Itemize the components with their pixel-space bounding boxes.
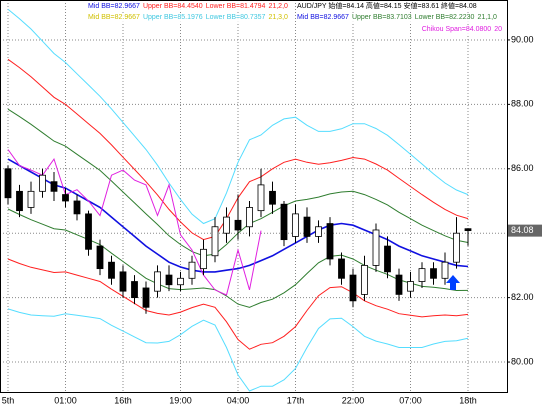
y-tick-label: 90.00 xyxy=(511,34,534,44)
candle-body xyxy=(50,181,58,192)
candle-body xyxy=(407,281,414,292)
candle-body xyxy=(96,245,104,270)
x-tick-label: 18th xyxy=(459,395,477,405)
last-price-box xyxy=(508,224,542,237)
candle-body xyxy=(326,223,334,260)
candle-body xyxy=(257,184,265,212)
x-tick-label: 22:00 xyxy=(342,395,365,405)
grid-layer xyxy=(0,0,507,392)
x-tick-label: 16th xyxy=(114,395,132,405)
indicator-line xyxy=(7,8,469,225)
candle-body xyxy=(131,281,138,299)
candle-body xyxy=(211,226,219,257)
indicator-line xyxy=(7,158,469,273)
candle-body xyxy=(395,274,403,295)
header-segment: 21,1,0 xyxy=(477,14,497,21)
indicator-line xyxy=(7,308,469,392)
candle-body xyxy=(349,274,357,302)
candle-body xyxy=(165,274,173,286)
header-segment: 21,3,0 xyxy=(268,14,288,21)
y-tick-label: 86.00 xyxy=(511,163,534,173)
candle-body xyxy=(108,261,115,279)
header-segment: Mid BB=82.9667 xyxy=(88,3,140,10)
candle-body xyxy=(142,287,150,308)
candle-body xyxy=(384,245,391,273)
candle-body xyxy=(119,271,127,292)
lines-layer xyxy=(7,8,469,392)
y-tick-label: 82.00 xyxy=(511,292,534,302)
candle-body xyxy=(361,265,368,295)
plot-frame xyxy=(0,0,508,393)
signal-arrow xyxy=(446,275,460,290)
indicator-line xyxy=(7,149,262,296)
candle-body xyxy=(200,248,207,270)
candle-body xyxy=(292,213,299,237)
header-segment: Mid BB=82.9667 xyxy=(88,14,140,21)
candle-body xyxy=(73,200,81,215)
y-tick-label: 80.00 xyxy=(511,356,534,366)
candle-body xyxy=(315,226,322,237)
candle-body xyxy=(177,277,184,286)
candle-body xyxy=(280,203,288,241)
x-tick-label: 04:00 xyxy=(227,395,250,405)
last-price-label: 84.08 xyxy=(511,225,534,235)
indicator-line xyxy=(7,258,469,350)
candle-body xyxy=(62,194,69,202)
x-tick-label: 19:00 xyxy=(169,395,192,405)
indicator-label: Mid BB=82.9667 Upper BB=85.1976 Lower BB=8… xyxy=(88,13,291,22)
candle-body xyxy=(269,190,276,205)
indicator-label: Mid BB=82.9667 Upper BB=83.7103 Lower BB=8… xyxy=(297,13,500,22)
header-segment: Lower BB=81.4794 xyxy=(205,3,266,10)
axis-layer: 80.0082.0084.0086.0088.0090.005th01:0016… xyxy=(2,34,542,405)
candle-body xyxy=(303,216,311,237)
candle-body xyxy=(223,216,230,234)
candle-body xyxy=(372,229,380,266)
candle-body xyxy=(4,168,12,199)
candle-body xyxy=(39,174,46,192)
header-segment: 20 xyxy=(494,26,502,33)
header-segment: Chikou Span=84.0800 xyxy=(421,26,492,33)
header-segment: Upper BB=84.4540 xyxy=(142,3,203,10)
header-segment: AUD/JPY 始値=84.14 高値=84.15 安値=83.61 終値=84… xyxy=(297,3,477,10)
header-segment: Lower BB=80.7357 xyxy=(205,14,266,21)
candle-body xyxy=(234,219,242,231)
price-label: AUD/JPY 始値=84.14 高値=84.15 安値=83.61 終値=84… xyxy=(297,2,480,11)
candle-body xyxy=(338,258,345,279)
y-tick-label: 88.00 xyxy=(511,99,534,109)
header-segment: Mid BB=82.9667 xyxy=(297,14,349,21)
candle-body xyxy=(453,232,460,263)
candle-body xyxy=(154,271,161,292)
indicator-label: Mid BB=82.9667 Upper BB=84.4540 Lower BB=8… xyxy=(88,2,291,11)
candle-body xyxy=(441,261,449,279)
x-tick-label: 5th xyxy=(2,395,15,405)
candles-layer xyxy=(4,165,472,314)
x-tick-label: 17th xyxy=(287,395,305,405)
header-segment: 21,2,0 xyxy=(268,3,288,10)
header-segment: Lower BB=82.2230 xyxy=(414,14,475,21)
x-tick-label: 01:00 xyxy=(54,395,77,405)
indicator-line xyxy=(7,208,469,308)
candle-body xyxy=(16,190,23,212)
header-segment: Upper BB=83.7103 xyxy=(351,14,412,21)
candle-body xyxy=(246,207,253,228)
candle-body xyxy=(464,228,472,232)
candle-body xyxy=(430,268,437,279)
indicator-label: Chikou Span=84.0800 20 xyxy=(421,25,505,34)
x-tick-label: 07:00 xyxy=(399,395,422,405)
header-segment: Upper BB=85.1976 xyxy=(142,14,203,21)
candle-body xyxy=(27,190,35,208)
candle-body xyxy=(418,268,426,282)
candle-body xyxy=(188,261,196,279)
candle-body xyxy=(85,213,92,250)
